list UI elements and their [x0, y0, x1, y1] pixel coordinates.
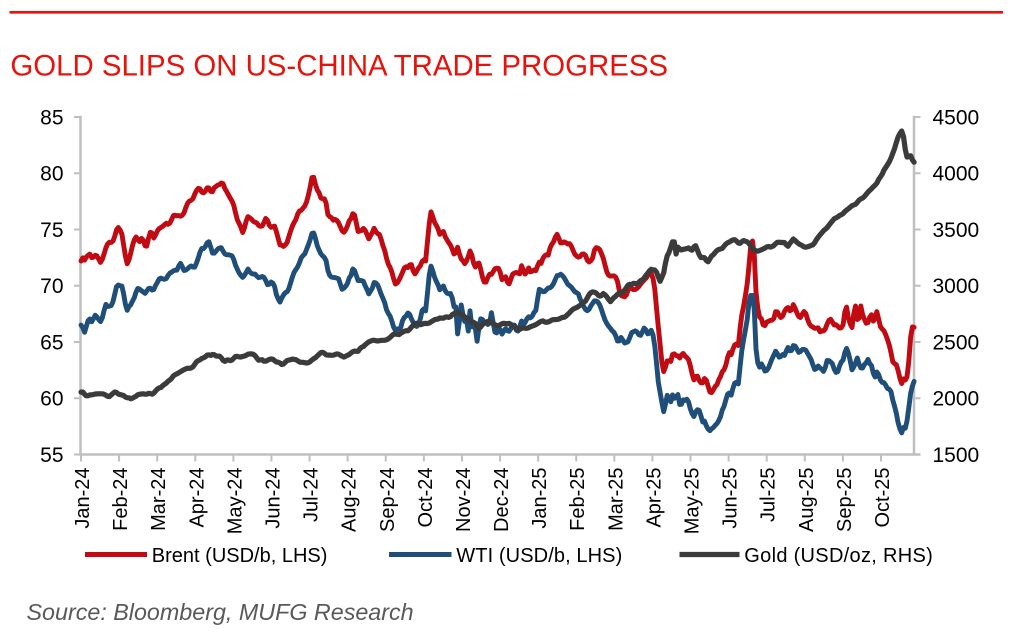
svg-text:55: 55 — [40, 444, 63, 467]
svg-text:Mar-24: Mar-24 — [148, 468, 170, 531]
svg-text:4500: 4500 — [933, 106, 980, 129]
svg-text:Feb-24: Feb-24 — [110, 468, 132, 531]
svg-text:75: 75 — [40, 219, 63, 242]
svg-text:4000: 4000 — [933, 163, 980, 186]
svg-text:Aug-25: Aug-25 — [796, 468, 818, 533]
svg-text:80: 80 — [40, 163, 63, 186]
svg-text:May-24: May-24 — [224, 468, 246, 535]
svg-text:3000: 3000 — [933, 275, 980, 298]
svg-text:Feb-25: Feb-25 — [567, 468, 589, 531]
svg-text:Jul-25: Jul-25 — [758, 468, 780, 522]
svg-text:Jan-24: Jan-24 — [72, 468, 94, 529]
svg-text:Sep-25: Sep-25 — [834, 468, 856, 533]
svg-text:60: 60 — [40, 388, 63, 411]
svg-text:Oct-24: Oct-24 — [415, 468, 437, 528]
svg-text:Jul-24: Jul-24 — [301, 468, 323, 522]
svg-text:85: 85 — [40, 106, 63, 129]
svg-text:2000: 2000 — [933, 388, 980, 411]
svg-text:May-25: May-25 — [682, 468, 704, 535]
svg-text:Apr-24: Apr-24 — [186, 468, 208, 528]
svg-text:Oct-25: Oct-25 — [872, 468, 894, 528]
svg-text:Source: Bloomberg, MUFG Resear: Source: Bloomberg, MUFG Research — [27, 599, 414, 625]
svg-text:Jan-25: Jan-25 — [529, 468, 551, 529]
svg-text:Mar-25: Mar-25 — [605, 468, 627, 531]
svg-text:Gold (USD/oz, RHS): Gold (USD/oz, RHS) — [744, 545, 933, 567]
svg-text:3500: 3500 — [933, 219, 980, 242]
svg-text:Sep-24: Sep-24 — [377, 468, 399, 533]
svg-text:Brent (USD/b, LHS): Brent (USD/b, LHS) — [152, 545, 328, 567]
svg-text:GOLD SLIPS ON US-CHINA TRADE P: GOLD SLIPS ON US-CHINA TRADE PROGRESS — [10, 50, 668, 83]
svg-text:Jun-24: Jun-24 — [262, 468, 284, 529]
svg-text:Aug-24: Aug-24 — [339, 468, 361, 533]
svg-text:Apr-25: Apr-25 — [643, 468, 665, 528]
svg-text:1500: 1500 — [933, 444, 980, 467]
svg-text:Nov-24: Nov-24 — [453, 468, 475, 532]
svg-text:Dec-24: Dec-24 — [491, 468, 513, 532]
svg-text:WTI (USD/b, LHS): WTI (USD/b, LHS) — [456, 545, 622, 567]
svg-text:70: 70 — [40, 275, 63, 298]
svg-text:2500: 2500 — [933, 331, 980, 354]
svg-text:65: 65 — [40, 331, 63, 354]
svg-text:Jun-25: Jun-25 — [720, 468, 742, 529]
